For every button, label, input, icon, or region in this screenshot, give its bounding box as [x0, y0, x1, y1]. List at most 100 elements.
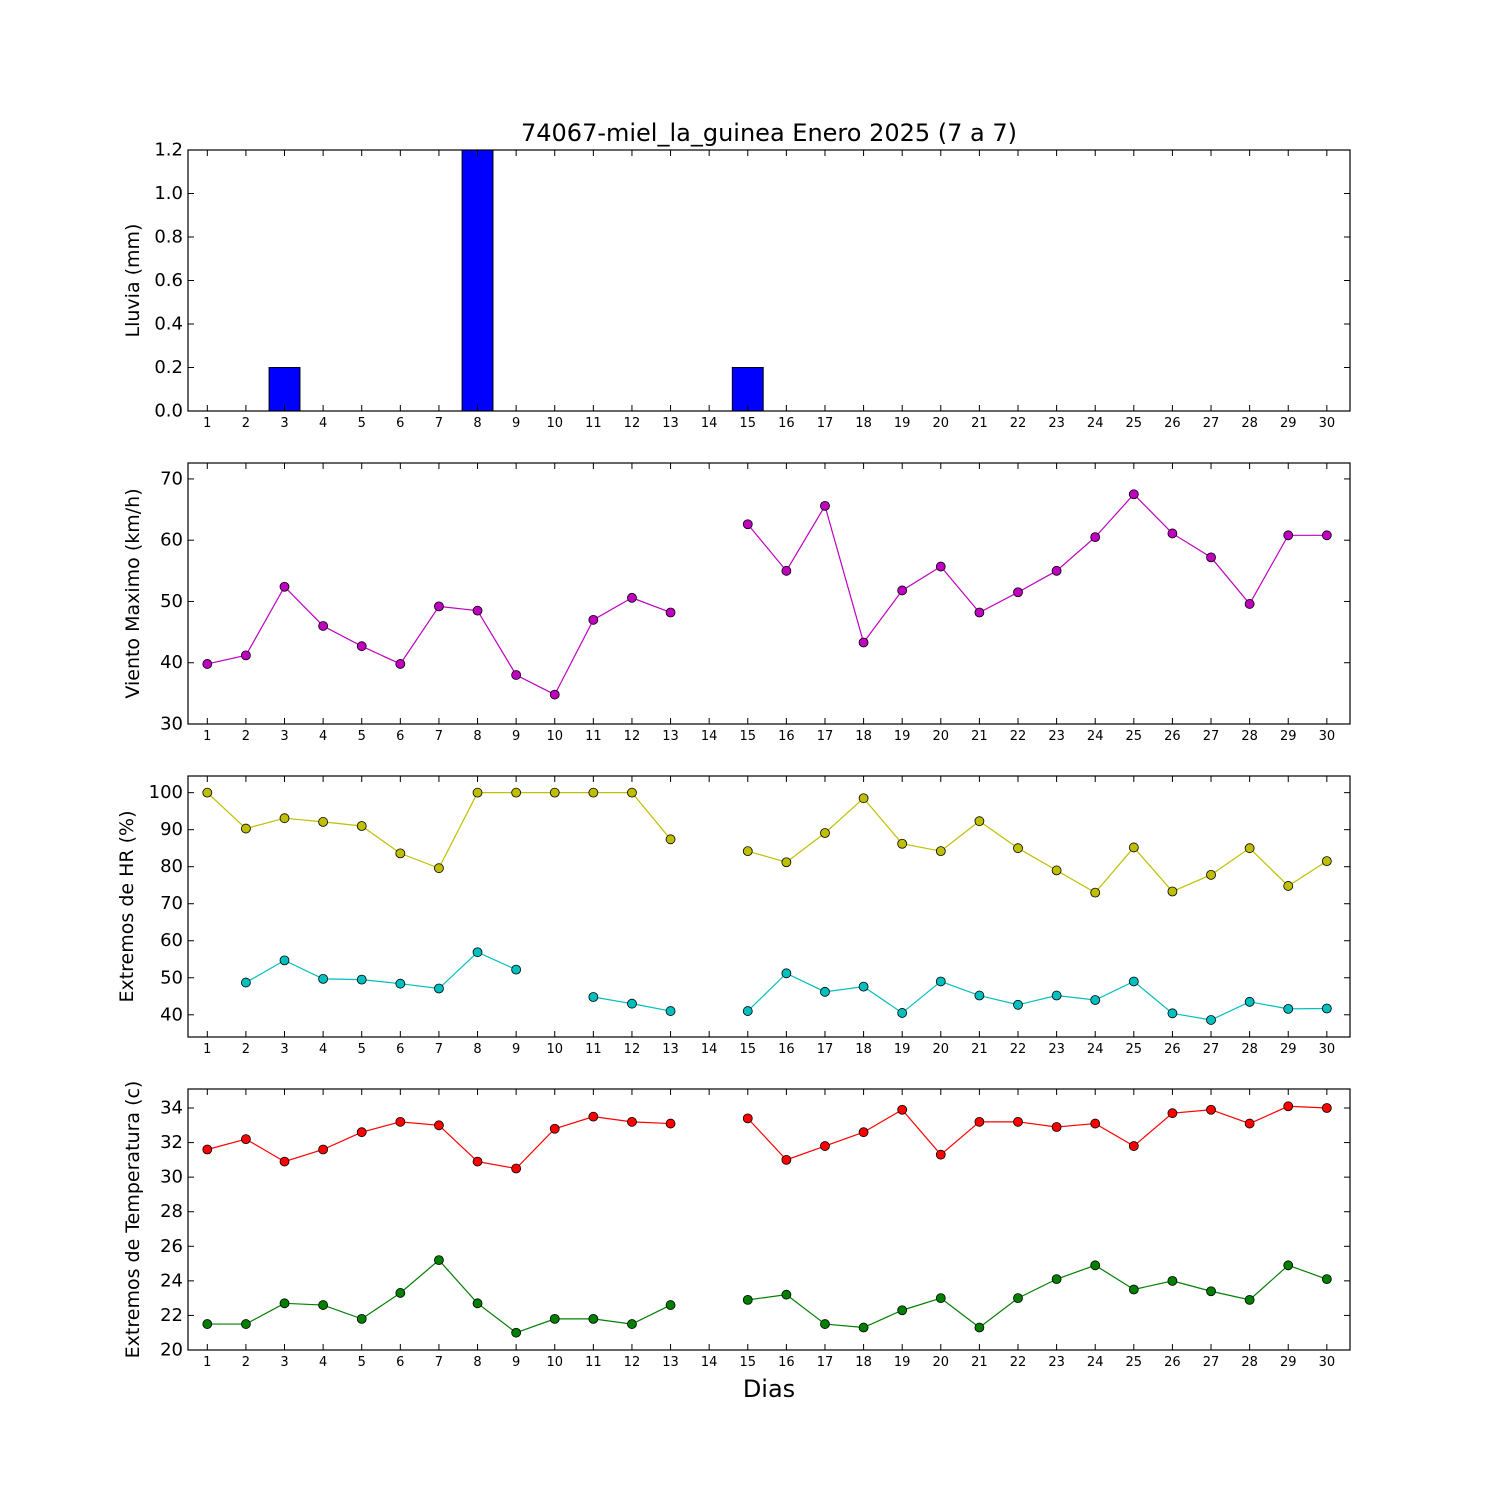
xtick-label: 10 — [546, 1042, 563, 1057]
series-2-point-day-23 — [1051, 990, 1062, 1001]
xtick-label: 25 — [1126, 729, 1143, 744]
series-1-point-day-19 — [897, 1104, 908, 1115]
series-1-point-day-24 — [1090, 1118, 1101, 1129]
xtick-label: 29 — [1280, 1355, 1297, 1370]
y-axis-label: Viento Maximo (km/h) — [122, 488, 144, 698]
series-1-point-day-29 — [1283, 881, 1294, 891]
series-1-point-day-3 — [279, 813, 290, 824]
series-1-point-day-11 — [588, 787, 599, 798]
series-1-point-day-6 — [395, 659, 406, 669]
xtick-label: 1 — [203, 416, 211, 431]
series-2-point-day-22 — [1013, 999, 1023, 1010]
xtick-label: 3 — [280, 416, 288, 431]
xtick-label: 22 — [1010, 729, 1027, 744]
xtick-label: 11 — [585, 1355, 602, 1370]
panels: 0.00.20.40.60.81.01.21 2 3 4 5 6 7 8 9 10 11 12 13 14… — [116, 140, 1351, 1403]
xtick-label: 15 — [739, 1355, 756, 1370]
ytick-label: 60 — [160, 530, 183, 551]
xtick-label: 24 — [1087, 1042, 1104, 1057]
xtick-label: 23 — [1048, 1042, 1065, 1057]
xtick-label: 9 — [512, 416, 520, 431]
series-2-point-day-4 — [318, 973, 329, 984]
series-2-point-day-13 — [665, 1006, 676, 1016]
ytick-label: 30 — [160, 714, 183, 735]
series-1-point-day-26 — [1167, 528, 1178, 539]
xtick-label: 17 — [817, 729, 834, 744]
xtick-label: 12 — [624, 729, 641, 744]
bar-day-15 — [731, 367, 764, 412]
xtick-label: 12 — [624, 416, 641, 431]
xtick-label: 9 — [512, 1355, 520, 1370]
series-1-point-day-15 — [742, 519, 753, 530]
series-1-point-day-19 — [897, 585, 908, 596]
xtick-label: 3 — [280, 729, 288, 744]
series-2-point-day-2 — [241, 977, 251, 988]
xtick-label: 21 — [971, 416, 988, 431]
series-2-point-day-27 — [1206, 1015, 1216, 1025]
series-2-point-day-6 — [395, 1288, 406, 1298]
xtick-label: 6 — [396, 729, 404, 744]
series-1-point-day-1 — [202, 659, 213, 669]
xtick-label: 23 — [1048, 729, 1065, 744]
series-2-point-day-11 — [588, 1313, 599, 1324]
xtick-label: 5 — [358, 729, 366, 744]
xtick-label: 13 — [662, 1355, 679, 1370]
series-1-point-day-25 — [1128, 1141, 1139, 1151]
series-1-point-day-9 — [511, 787, 522, 798]
series-1-point-day-6 — [395, 1116, 406, 1127]
xtick-label: 14 — [701, 1355, 718, 1370]
series-1-point-day-28 — [1244, 843, 1255, 854]
y-axis-label: Extremos de HR (%) — [116, 810, 138, 1002]
plot-frame — [187, 462, 1351, 725]
series-1-point-day-16 — [781, 1154, 792, 1165]
xtick-label: 30 — [1319, 729, 1336, 744]
series-1-point-day-1 — [202, 1144, 213, 1155]
xtick-label: 8 — [473, 416, 481, 431]
series-2-point-day-30 — [1321, 1003, 1332, 1014]
xtick-label: 21 — [971, 1355, 988, 1370]
ytick-label: 40 — [160, 652, 183, 673]
series-2-point-day-9 — [511, 1327, 522, 1338]
series-1-point-day-18 — [858, 637, 869, 648]
ytick-label: 50 — [160, 967, 183, 988]
xtick-label: 13 — [662, 729, 679, 744]
series-1-point-day-5 — [356, 1127, 367, 1138]
xtick-label: 16 — [778, 729, 795, 744]
series-1-point-day-30 — [1321, 530, 1332, 541]
xtick-label: 24 — [1087, 1355, 1104, 1370]
xtick-label: 2 — [242, 1355, 250, 1370]
ytick-label: 20 — [160, 1340, 183, 1361]
series-2-point-day-7 — [434, 1255, 444, 1266]
xtick-label: 8 — [473, 729, 481, 744]
series-1-point-day-4 — [318, 1144, 329, 1155]
series-1-point-day-12 — [627, 1116, 637, 1127]
series-1-point-day-21 — [974, 607, 985, 618]
series-1-point-day-2 — [241, 1134, 251, 1145]
series-2-point-day-2 — [241, 1319, 251, 1329]
series-1-point-day-20 — [935, 561, 946, 572]
series-1-point-day-23 — [1051, 1122, 1062, 1132]
series-2-point-day-29 — [1283, 1003, 1294, 1014]
series-2-point-day-7 — [434, 983, 444, 994]
xtick-label: 22 — [1010, 1355, 1027, 1370]
xtick-label: 12 — [624, 1355, 641, 1370]
series-2-point-day-17 — [820, 1319, 830, 1329]
series-2-point-day-9 — [511, 964, 522, 975]
series-2-point-day-20 — [935, 976, 946, 987]
xtick-label: 19 — [894, 1355, 911, 1370]
xtick-label: 19 — [894, 1042, 911, 1057]
series-2-point-day-6 — [395, 978, 406, 989]
xtick-label: 29 — [1280, 416, 1297, 431]
xtick-label: 14 — [701, 1042, 718, 1057]
series-2-line — [245, 951, 517, 990]
series-1-point-day-25 — [1128, 842, 1139, 853]
series-2-point-day-18 — [858, 981, 869, 992]
xtick-label: 26 — [1164, 416, 1181, 431]
series-1-point-day-22 — [1013, 843, 1023, 854]
xtick-label: 15 — [739, 729, 756, 744]
series-2-point-day-16 — [781, 1289, 792, 1300]
series-1-point-day-10 — [549, 689, 560, 700]
series-1-point-day-8 — [472, 787, 483, 798]
xtick-label: 27 — [1203, 1042, 1220, 1057]
xtick-label: 5 — [358, 1355, 366, 1370]
